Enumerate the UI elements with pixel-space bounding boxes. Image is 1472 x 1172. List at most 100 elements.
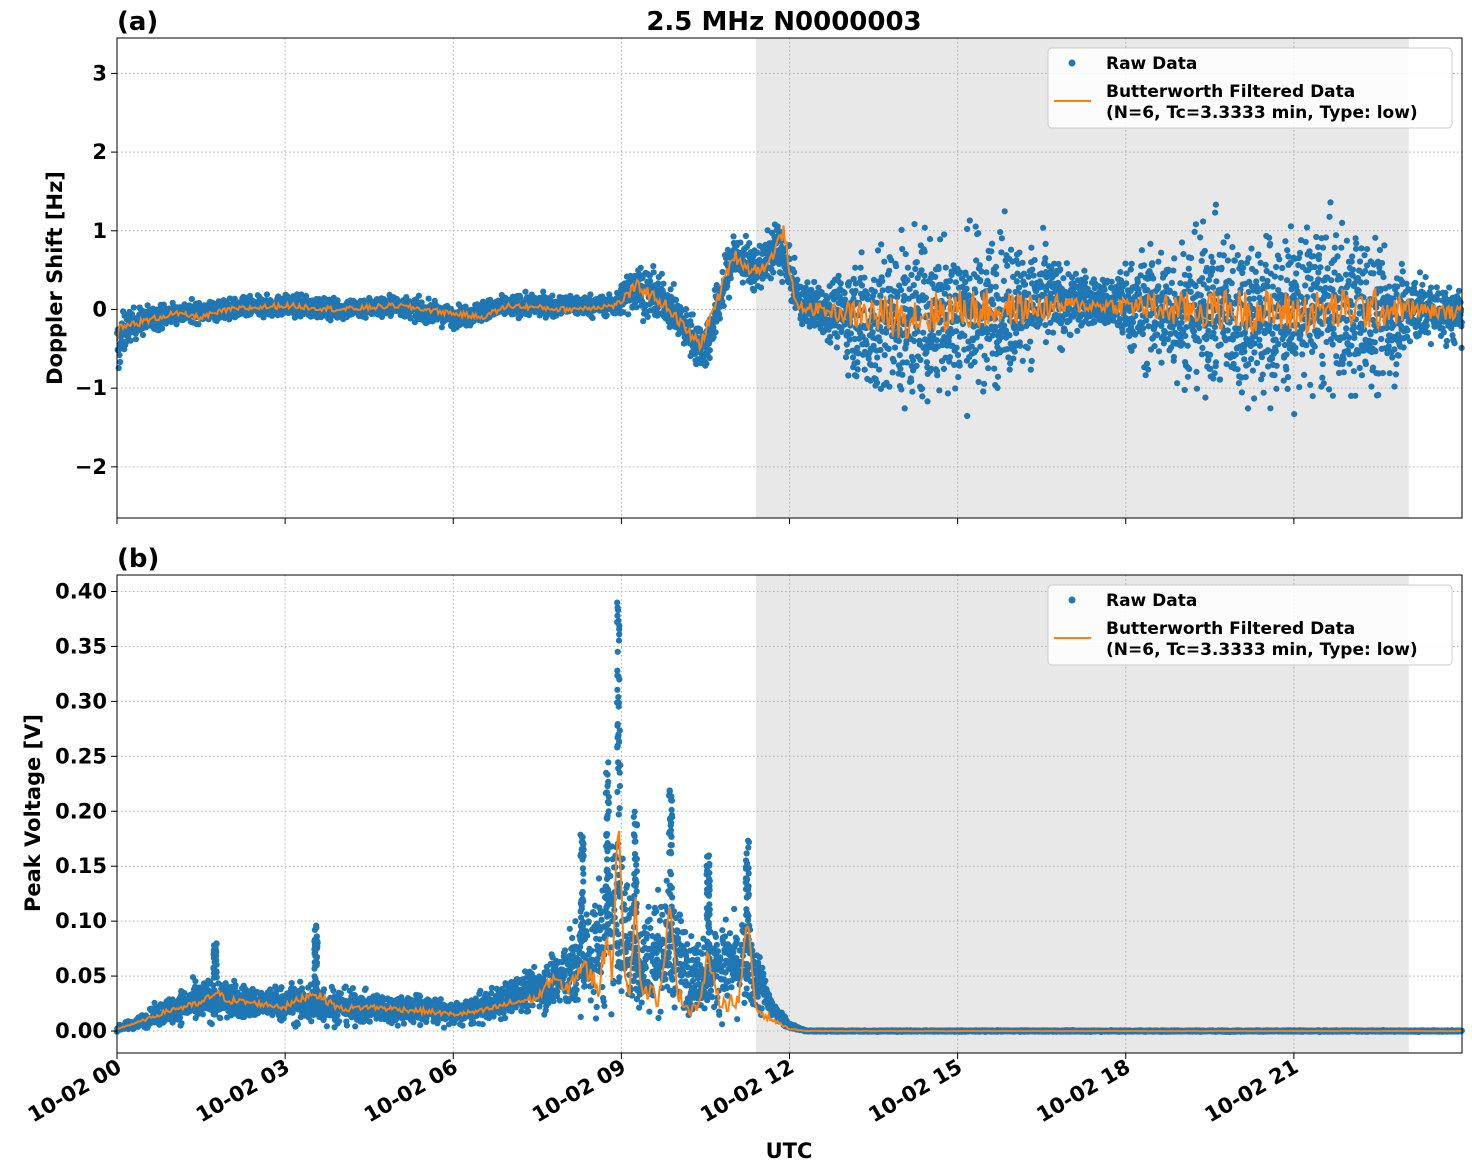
raw-data-point <box>1395 352 1402 359</box>
raw-data-point <box>1168 279 1175 286</box>
raw-data-point <box>871 288 878 295</box>
raw-data-point <box>1385 343 1392 350</box>
raw-data-point <box>1108 278 1115 285</box>
raw-data-point <box>1269 283 1276 290</box>
raw-data-point <box>1318 352 1326 359</box>
raw-data-point <box>1269 330 1276 337</box>
raw-data-point <box>914 328 921 335</box>
raw-data-point <box>918 385 926 392</box>
raw-data-point <box>857 264 864 271</box>
raw-data-point <box>770 269 777 276</box>
raw-data-point <box>682 306 690 313</box>
raw-data-point <box>899 371 906 378</box>
raw-data-point <box>947 277 954 284</box>
raw-data-point <box>1291 411 1298 418</box>
raw-data-point <box>1188 254 1195 262</box>
raw-data-point <box>1319 244 1327 251</box>
raw-data-point <box>1400 344 1407 351</box>
raw-data-point <box>861 274 868 281</box>
raw-data-point <box>1027 338 1034 345</box>
raw-data-point <box>716 315 723 322</box>
raw-data-point <box>1022 281 1029 288</box>
raw-data-point <box>284 293 291 300</box>
raw-data-point <box>1055 260 1062 268</box>
raw-data-point <box>926 236 934 243</box>
raw-data-point <box>841 289 848 297</box>
raw-data-point <box>919 393 926 400</box>
raw-data-point <box>1184 373 1191 380</box>
raw-data-point <box>1329 392 1336 399</box>
raw-data-point <box>691 350 699 357</box>
raw-data-point <box>1220 239 1227 246</box>
raw-data-point <box>966 275 973 282</box>
raw-data-point <box>703 360 710 367</box>
raw-data-point <box>1016 249 1023 256</box>
raw-data-point <box>985 365 992 372</box>
raw-data-point <box>660 280 667 287</box>
raw-data-point <box>869 329 876 336</box>
raw-data-point <box>1180 251 1187 258</box>
raw-data-point <box>1240 264 1247 271</box>
raw-data-point <box>1362 361 1369 368</box>
raw-data-point <box>1067 331 1074 339</box>
raw-data-point <box>1368 383 1375 390</box>
raw-data-point <box>847 330 855 337</box>
raw-data-point <box>1277 274 1284 281</box>
raw-data-point <box>1211 370 1218 377</box>
raw-data-point <box>1186 272 1193 279</box>
raw-data-point <box>886 383 893 390</box>
raw-data-point <box>918 267 925 274</box>
raw-data-point <box>1326 213 1333 220</box>
raw-data-point <box>1391 383 1398 390</box>
raw-data-point <box>712 329 719 336</box>
raw-data-point <box>298 291 305 298</box>
raw-data-point <box>1217 341 1224 348</box>
raw-data-point <box>689 311 696 318</box>
raw-data-point <box>1198 257 1205 264</box>
raw-data-point <box>1027 366 1034 373</box>
raw-data-point <box>878 241 885 248</box>
raw-data-point <box>1299 351 1306 358</box>
raw-data-point <box>1343 325 1350 332</box>
raw-data-point <box>779 278 786 286</box>
raw-data-point <box>1193 368 1200 375</box>
raw-data-point <box>912 265 919 273</box>
raw-data-point <box>865 355 872 362</box>
raw-data-point <box>845 372 852 379</box>
raw-data-point <box>650 263 657 270</box>
raw-data-point <box>720 302 727 309</box>
raw-data-point <box>1310 253 1317 260</box>
raw-data-point <box>1170 353 1177 361</box>
raw-data-point <box>1139 331 1146 338</box>
raw-data-point <box>861 366 868 373</box>
raw-data-point <box>994 384 1001 391</box>
raw-data-point <box>1144 286 1151 294</box>
raw-data-point <box>936 387 943 394</box>
raw-data-point <box>1313 233 1320 241</box>
raw-data-point <box>1251 395 1258 402</box>
raw-data-point <box>994 373 1002 380</box>
raw-data-point <box>1372 234 1379 241</box>
raw-data-point <box>1349 253 1356 260</box>
raw-data-point <box>881 352 888 359</box>
raw-data-point <box>1030 272 1037 279</box>
raw-data-point <box>975 378 982 386</box>
raw-data-point <box>1191 228 1198 235</box>
raw-data-point <box>1141 262 1148 269</box>
raw-data-point <box>1192 283 1199 290</box>
raw-data-point <box>1346 351 1353 358</box>
raw-data-point <box>1245 255 1252 262</box>
raw-data-point <box>997 229 1004 236</box>
raw-data-point <box>1391 346 1398 353</box>
raw-data-point <box>1220 252 1227 259</box>
raw-data-point <box>1376 246 1383 254</box>
raw-data-point <box>1371 339 1378 346</box>
raw-data-point <box>879 287 886 294</box>
raw-data-point <box>854 344 861 351</box>
raw-data-point <box>934 372 941 379</box>
raw-data-point <box>1199 275 1206 282</box>
raw-data-point <box>933 337 940 344</box>
raw-data-point <box>941 231 948 238</box>
raw-data-point <box>891 344 899 351</box>
